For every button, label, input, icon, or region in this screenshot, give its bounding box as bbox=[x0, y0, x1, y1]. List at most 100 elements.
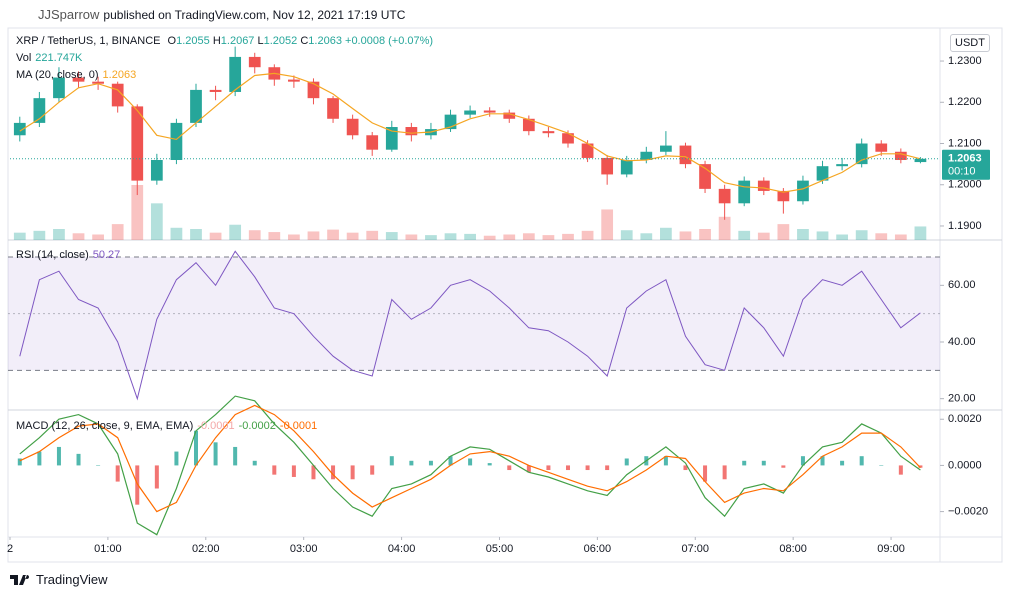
y-tick-label: 60.00 bbox=[948, 279, 976, 291]
candle-body bbox=[797, 180, 809, 202]
x-tick-label: 08:00 bbox=[779, 543, 807, 555]
histogram-bar bbox=[800, 456, 805, 466]
volume-bar bbox=[425, 235, 437, 240]
histogram-bar bbox=[487, 463, 492, 466]
histogram-bar bbox=[154, 465, 159, 489]
histogram-bar bbox=[840, 460, 845, 466]
candle-body bbox=[307, 81, 320, 99]
rsi-value: 50.27 bbox=[92, 249, 121, 261]
y-tick-label: 1.2100 bbox=[948, 137, 982, 149]
histogram-bar bbox=[76, 453, 81, 466]
candle-body bbox=[111, 83, 124, 107]
countdown: 00:10 bbox=[948, 166, 976, 178]
histogram-bar bbox=[859, 456, 864, 466]
histogram-bar bbox=[585, 465, 590, 471]
candle-body bbox=[444, 114, 457, 130]
histogram-bar bbox=[468, 458, 473, 466]
histogram-bar bbox=[37, 451, 42, 466]
candle-body bbox=[620, 160, 633, 175]
volume-bar bbox=[777, 224, 790, 240]
volume-bar bbox=[464, 233, 476, 240]
candle-body bbox=[405, 127, 418, 136]
histogram-bar bbox=[272, 465, 277, 475]
histogram-bar bbox=[605, 465, 610, 471]
ohlc-letter: O bbox=[167, 35, 177, 47]
candle-body bbox=[836, 164, 848, 167]
candle-body bbox=[346, 118, 359, 136]
volume-bar bbox=[111, 224, 124, 240]
volume-bar bbox=[660, 227, 672, 240]
volume-bar bbox=[914, 226, 927, 240]
volume-bar bbox=[190, 229, 202, 240]
y-tick-label: 1.2200 bbox=[948, 96, 982, 108]
histogram-bar bbox=[781, 465, 786, 468]
candle-body bbox=[92, 81, 104, 84]
volume-bar bbox=[894, 234, 907, 240]
last-price-tag bbox=[942, 149, 990, 180]
candle-body bbox=[581, 143, 594, 158]
histogram-bar bbox=[879, 465, 884, 466]
volume-bar bbox=[366, 230, 379, 240]
histogram-bar bbox=[526, 465, 531, 473]
candle-body bbox=[777, 190, 790, 202]
volume-bar bbox=[855, 230, 868, 240]
volume-bar bbox=[346, 232, 359, 240]
y-tick-label: 0.0020 bbox=[948, 413, 982, 425]
ohlc-letter: H bbox=[212, 35, 221, 47]
histogram-bar bbox=[213, 442, 218, 466]
author[interactable]: JJSparrow bbox=[38, 7, 100, 22]
candle-body bbox=[327, 98, 339, 119]
candle-body bbox=[640, 151, 653, 161]
candle-body bbox=[855, 143, 868, 165]
candle-body bbox=[190, 89, 202, 123]
footer-brand[interactable]: TradingView bbox=[36, 572, 108, 587]
macd-legend: MACD (12, 26, close, 9, EMA, EMA) -0.0001… bbox=[16, 420, 321, 432]
ohlc-letter: C bbox=[300, 35, 309, 47]
candle-body bbox=[601, 157, 614, 175]
volume-bar bbox=[405, 234, 418, 240]
ohlc-open: 1.2055 bbox=[176, 35, 210, 47]
volume-bar bbox=[542, 235, 555, 240]
volume-bar bbox=[33, 230, 46, 240]
histogram-bar bbox=[409, 460, 414, 466]
volume-bar bbox=[248, 230, 261, 240]
histogram-bar bbox=[135, 465, 140, 505]
x-tick-label: 03:00 bbox=[290, 543, 318, 555]
volume-bar bbox=[170, 227, 183, 240]
x-tick-label: 01:00 bbox=[94, 543, 122, 555]
volume-bar bbox=[327, 229, 339, 240]
macd-name: MACD (12, 26, close, 9, EMA, EMA) bbox=[16, 420, 194, 432]
volume-bar bbox=[503, 234, 516, 240]
currency-button[interactable]: USDT bbox=[950, 34, 990, 52]
candle-body bbox=[522, 118, 535, 132]
volume-bar bbox=[13, 232, 26, 240]
y-tick-label: 40.00 bbox=[948, 336, 976, 348]
chart-frame bbox=[7, 27, 1003, 563]
publish-header: JJSparrow published on TradingView.com, N… bbox=[38, 7, 405, 22]
y-tick-label: 20.00 bbox=[948, 393, 976, 405]
histogram-bar bbox=[115, 465, 120, 482]
volume-value: 221.747K bbox=[35, 52, 83, 64]
histogram-bar bbox=[331, 465, 336, 480]
candle-body bbox=[562, 133, 574, 144]
candle-body bbox=[542, 131, 555, 134]
volume-bar bbox=[385, 232, 398, 240]
ohlc-values: O1.2055 H1.2067 L1.2052 C1.2063 +0.0008 … bbox=[168, 35, 434, 47]
candle-body bbox=[248, 56, 261, 68]
histogram-bar bbox=[350, 465, 355, 480]
symbol-title[interactable]: XRP / TetherUS, 1, BINANCE bbox=[16, 35, 161, 47]
histogram-bar bbox=[507, 465, 512, 471]
ma-value: 1.2063 bbox=[102, 69, 137, 81]
volume-bar bbox=[718, 216, 731, 240]
histogram-bar bbox=[722, 465, 727, 480]
ohlc-low: 1.2052 bbox=[263, 35, 298, 47]
histogram-bar bbox=[291, 465, 296, 477]
candle-body bbox=[914, 158, 927, 163]
histogram-bar bbox=[194, 430, 198, 466]
volume-bar bbox=[53, 229, 65, 240]
histogram-bar bbox=[742, 460, 747, 466]
candle-body bbox=[366, 135, 379, 150]
volume-legend: Vol 221.747K bbox=[16, 52, 86, 64]
price-legend: XRP / TetherUS, 1, BINANCE O1.2055 H1.20… bbox=[16, 35, 437, 47]
volume-bar bbox=[483, 235, 496, 240]
